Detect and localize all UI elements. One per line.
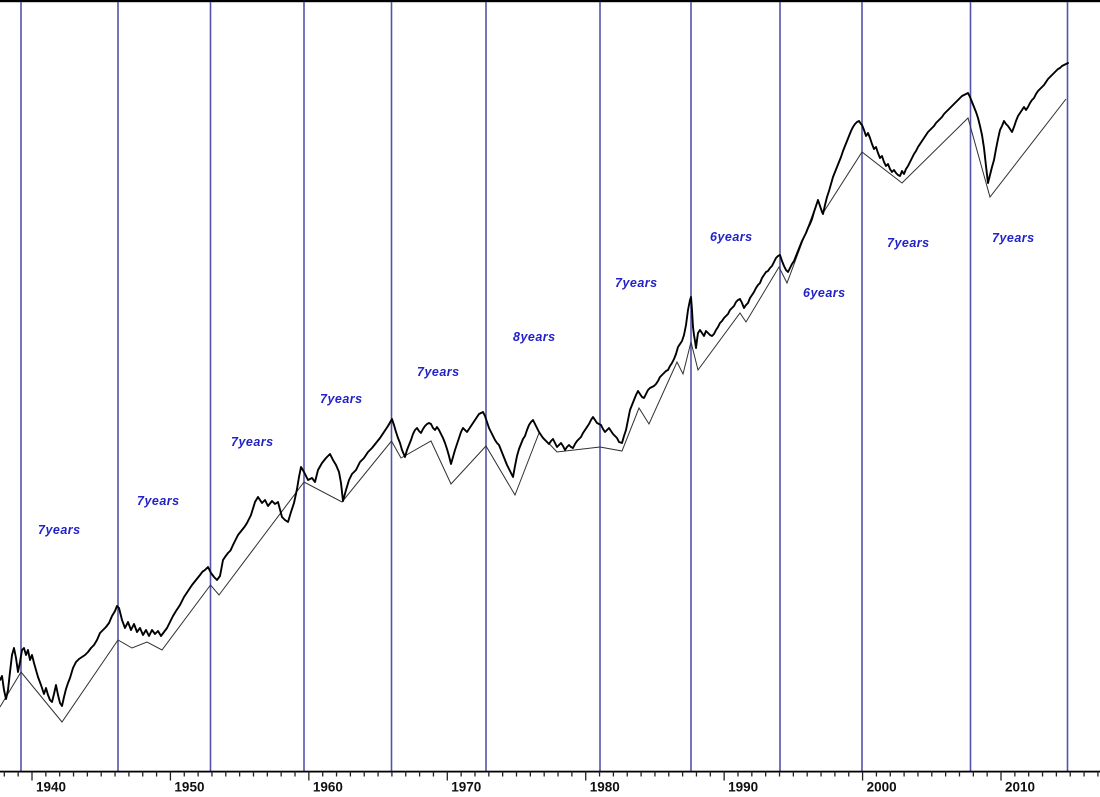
x-axis-year-label: 2000 [867,780,897,795]
cycle-duration-label-7: 7years [615,276,658,290]
cycle-duration-label-9: 6years [803,286,846,300]
x-axis-year-label: 1990 [728,780,758,795]
cycle-duration-label-11: 7years [992,231,1035,245]
x-axis-year-label: 1970 [451,780,481,795]
top-frame-line [0,0,1100,3]
cycle-duration-label-1: 7years [38,523,81,537]
cycle-duration-label-8: 6years [710,230,753,244]
cycle-zigzag-line [0,98,1067,723]
x-axis-year-label: 1980 [590,780,620,795]
price-index-line [0,62,1069,707]
x-axis-year-label: 1950 [174,780,204,795]
x-axis-year-label: 1940 [36,780,66,795]
cycle-duration-label-4: 7years [320,392,363,406]
cycle-duration-label-6: 8years [513,330,556,344]
cycle-duration-label-3: 7years [231,435,274,449]
x-axis-line [0,770,1100,773]
x-axis-year-label: 1960 [313,780,343,795]
cycle-duration-label-5: 7years [417,365,460,379]
x-axis-year-label: 2010 [1005,780,1035,795]
cycle-duration-label-10: 7years [887,236,930,250]
cycle-duration-label-2: 7years [137,494,180,508]
